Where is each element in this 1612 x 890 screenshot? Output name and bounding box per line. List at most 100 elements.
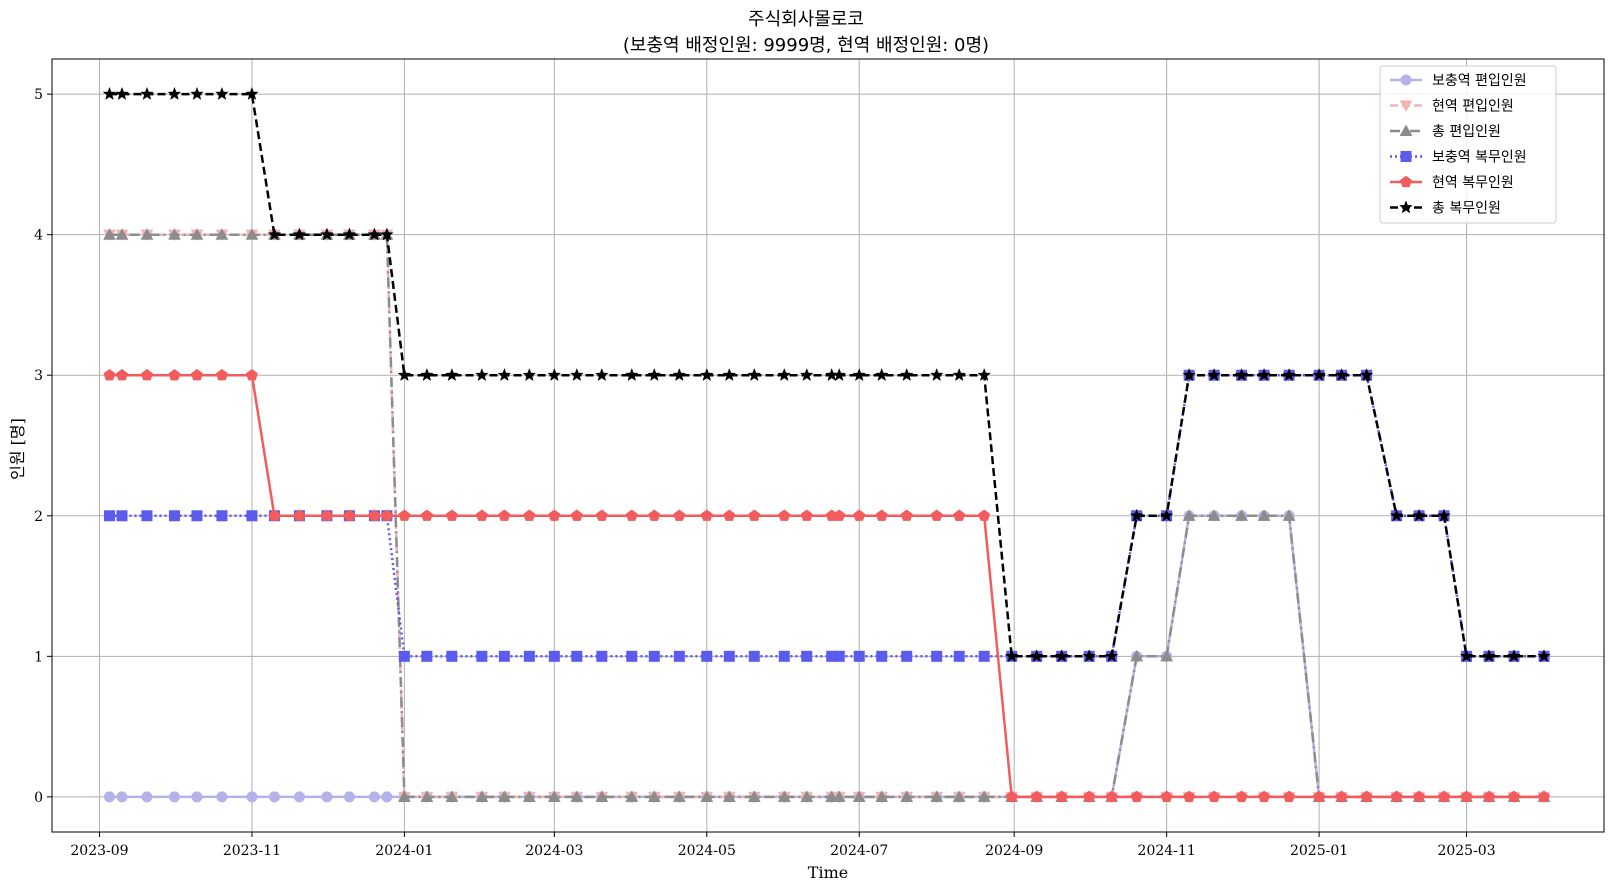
x-tick-label: 2024-09 xyxy=(985,843,1043,859)
data-point xyxy=(1054,649,1069,663)
data-point xyxy=(320,509,333,521)
data-point xyxy=(953,509,966,521)
legend-box xyxy=(1379,65,1557,224)
data-point xyxy=(380,227,394,241)
data-point xyxy=(102,86,117,101)
legend-label: 보충역 편입인원 xyxy=(1432,73,1527,89)
y-tick-label: 3 xyxy=(34,368,43,384)
data-point xyxy=(571,650,583,662)
data-point xyxy=(1282,367,1296,382)
data-point xyxy=(1083,790,1096,802)
data-point xyxy=(1538,790,1550,802)
data-point xyxy=(930,509,943,521)
data-point xyxy=(875,790,889,802)
x-axis-label: Time xyxy=(808,863,848,882)
data-point xyxy=(570,509,583,521)
data-point xyxy=(832,367,847,382)
data-point xyxy=(215,368,228,381)
legend-item: 보충역 편입인원 xyxy=(1390,73,1527,89)
data-point xyxy=(1282,509,1296,521)
data-point xyxy=(497,367,512,382)
data-point xyxy=(1413,790,1426,802)
legend-swatch-marker xyxy=(1400,74,1412,86)
data-point xyxy=(929,367,944,382)
data-point xyxy=(267,227,282,241)
data-point xyxy=(1029,649,1044,663)
data-point xyxy=(1312,367,1326,382)
data-point xyxy=(1482,649,1496,663)
data-point xyxy=(1207,367,1221,382)
data-point xyxy=(141,368,153,381)
data-point xyxy=(595,509,608,521)
data-point xyxy=(293,509,306,521)
data-point xyxy=(1159,508,1174,522)
data-point xyxy=(215,228,229,240)
data-point xyxy=(625,790,639,802)
data-point xyxy=(747,367,762,382)
data-point xyxy=(398,650,410,662)
y-tick-label: 0 xyxy=(34,790,43,806)
data-point xyxy=(498,650,510,662)
data-point xyxy=(1235,509,1249,521)
axis-ticks: 2023-09 2023-11 2024-01 2024-03 2024-05 2024-… xyxy=(34,87,1496,859)
data-point xyxy=(190,86,204,101)
data-point xyxy=(1234,367,1249,382)
data-point xyxy=(901,650,913,662)
data-point xyxy=(1129,508,1144,522)
data-point xyxy=(497,790,511,802)
data-point xyxy=(498,509,511,521)
data-point xyxy=(900,509,913,521)
data-point xyxy=(140,86,154,101)
data-point xyxy=(398,509,411,521)
legend-swatch-marker xyxy=(1400,151,1412,162)
data-point xyxy=(978,509,991,521)
data-point xyxy=(952,790,966,802)
y-axis-label: 인원 [명] xyxy=(8,418,27,480)
y-tick-label: 2 xyxy=(34,509,43,525)
data-point xyxy=(522,367,537,382)
legend-label: 총 편입인원 xyxy=(1432,124,1501,140)
data-point xyxy=(747,790,761,802)
data-point xyxy=(1030,790,1043,802)
legend-item: 보충역 복무인원 xyxy=(1390,150,1527,166)
data-point xyxy=(569,367,584,382)
data-point xyxy=(380,509,393,521)
data-point xyxy=(833,650,845,662)
data-point xyxy=(103,368,116,381)
data-point xyxy=(1160,790,1173,802)
data-point xyxy=(321,791,333,803)
data-point xyxy=(1082,649,1096,663)
data-point xyxy=(648,509,661,521)
x-tick-label: 2024-01 xyxy=(375,843,433,859)
data-point xyxy=(853,650,865,662)
data-point xyxy=(832,790,846,802)
series-5 xyxy=(103,368,1550,802)
data-point xyxy=(930,790,944,802)
data-point xyxy=(672,790,686,802)
data-point xyxy=(141,510,153,522)
data-point xyxy=(700,509,713,521)
data-point xyxy=(778,509,791,521)
chart-title: 주식회사몰로코 xyxy=(748,9,864,30)
legend-swatch-marker xyxy=(1399,124,1413,137)
data-point xyxy=(245,86,259,101)
data-point xyxy=(777,790,791,802)
data-point xyxy=(1412,508,1426,522)
data-point xyxy=(548,650,560,662)
data-point xyxy=(167,86,182,101)
data-point xyxy=(342,227,357,241)
chart-subtitle: (보충역 배정인원: 9999명, 현역 배정인원: 0명) xyxy=(623,35,989,56)
data-point xyxy=(103,791,115,803)
data-point xyxy=(596,650,608,662)
data-point xyxy=(522,790,536,802)
legend-swatch-marker xyxy=(1399,200,1413,214)
data-point xyxy=(420,367,434,382)
data-point xyxy=(874,367,889,382)
data-point xyxy=(368,791,380,803)
data-point xyxy=(953,650,965,662)
data-point xyxy=(1459,649,1474,663)
data-point xyxy=(799,367,814,382)
data-point xyxy=(722,790,736,802)
data-point xyxy=(246,510,258,522)
